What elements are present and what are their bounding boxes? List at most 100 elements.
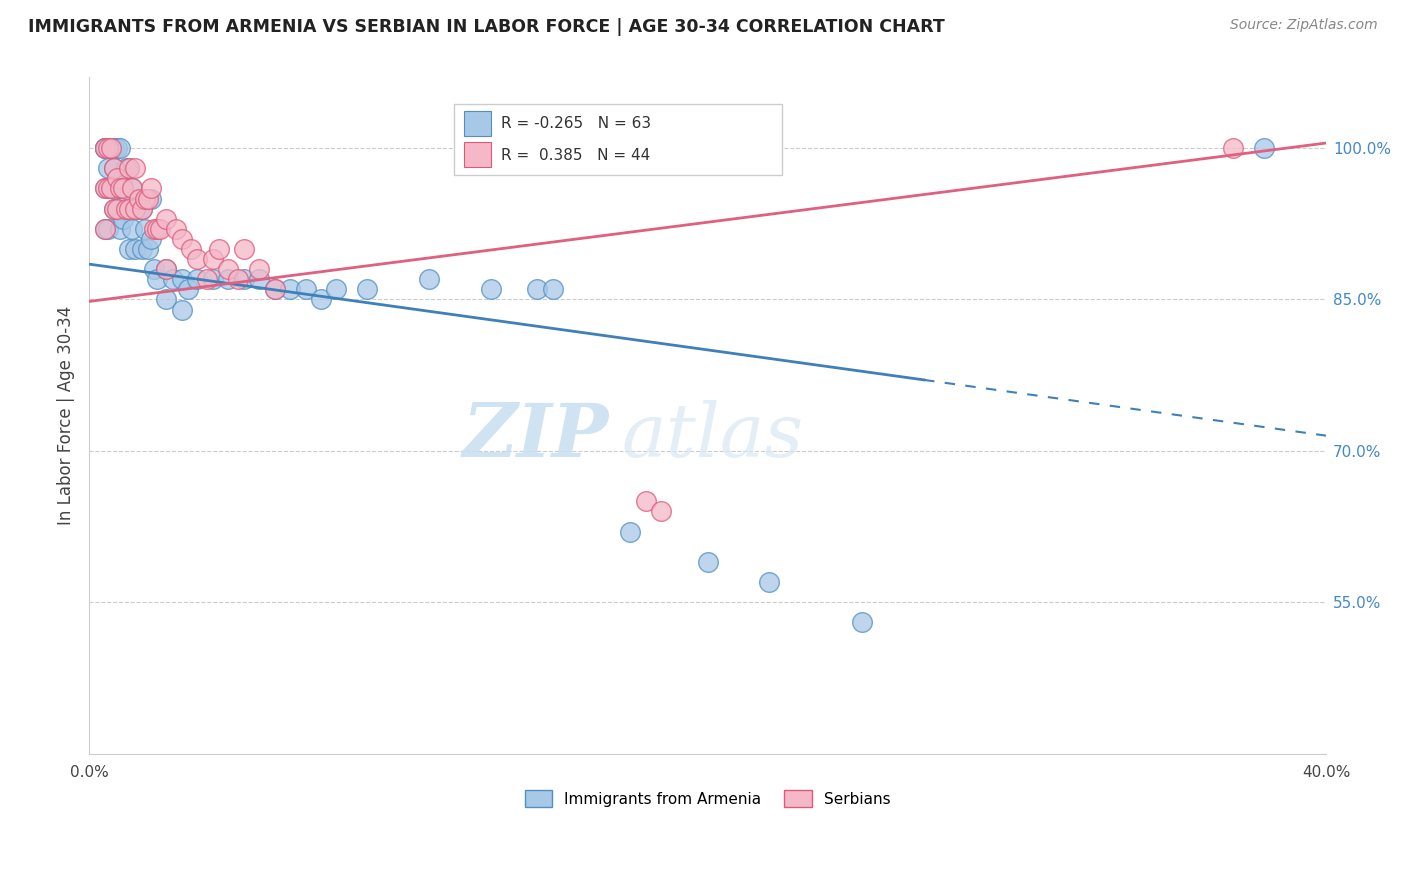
Point [139,181,162,195]
Point [146,222,169,236]
Point [108,181,131,195]
Point [356,282,378,296]
Point [263,282,285,296]
Point [93,222,115,236]
Point [100,181,122,195]
Point [108,181,131,195]
Point [180,242,202,256]
Point [97,161,120,176]
Point [155,293,177,307]
Point [118,242,141,256]
Point [131,202,153,216]
Point [136,242,159,256]
Point [128,192,150,206]
Point [851,615,873,630]
Point [121,222,143,236]
Point [97,181,120,195]
Point [232,242,254,256]
Point [247,262,270,277]
Bar [454,104,782,176]
Point [108,141,131,155]
Point [100,181,122,195]
Point [201,272,224,286]
Point [93,181,115,195]
Point [309,293,332,307]
Bar [464,142,491,168]
Point [226,272,249,286]
Point [100,141,122,155]
Point [124,202,146,216]
Point [112,171,135,186]
Point [134,192,156,206]
Point [1222,141,1244,155]
Y-axis label: In Labor Force | Age 30-34: In Labor Force | Age 30-34 [58,306,75,525]
Point [118,202,141,216]
Point [217,272,239,286]
Point [479,282,502,296]
Text: Source: ZipAtlas.com: Source: ZipAtlas.com [1230,18,1378,32]
Point [112,181,135,195]
Point [325,282,347,296]
Point [136,192,159,206]
Point [115,161,138,176]
Point [217,262,239,277]
Point [619,524,641,539]
Text: atlas: atlas [621,400,803,472]
Point [758,574,780,589]
Point [139,232,162,246]
Text: IMMIGRANTS FROM ARMENIA VS SERBIAN IN LABOR FORCE | AGE 30-34 CORRELATION CHART: IMMIGRANTS FROM ARMENIA VS SERBIAN IN LA… [28,18,945,36]
Point [170,232,193,246]
Point [103,161,125,176]
Point [294,282,316,296]
Point [93,181,115,195]
Point [232,272,254,286]
Point [131,202,153,216]
Point [201,252,224,266]
Point [105,202,128,216]
Point [97,141,120,155]
Point [1253,141,1275,155]
Point [149,222,172,236]
Point [278,282,301,296]
Point [93,141,115,155]
Point [105,171,128,186]
Point [93,222,115,236]
Point [103,161,125,176]
Point [112,211,135,226]
Point [124,161,146,176]
Point [634,494,657,508]
Point [155,262,177,277]
Point [121,181,143,195]
Point [247,272,270,286]
Point [139,192,162,206]
Point [100,141,122,155]
Point [93,141,115,155]
Point [418,272,440,286]
Point [146,272,169,286]
Point [541,282,564,296]
Point [103,202,125,216]
Point [134,222,156,236]
Point [696,555,718,569]
Point [155,211,177,226]
Point [97,222,120,236]
Point [128,202,150,216]
Point [124,202,146,216]
Point [526,282,548,296]
Point [170,302,193,317]
Point [263,282,285,296]
Point [115,202,138,216]
Point [186,272,208,286]
Text: ZIP: ZIP [463,400,609,472]
Point [105,141,128,155]
Point [155,262,177,277]
Point [118,192,141,206]
Point [170,272,193,286]
Point [143,262,166,277]
Text: R =  0.385   N = 44: R = 0.385 N = 44 [501,148,650,162]
Bar [464,111,491,136]
Point [162,272,184,286]
Point [165,222,187,236]
Point [93,141,115,155]
Point [121,181,143,195]
